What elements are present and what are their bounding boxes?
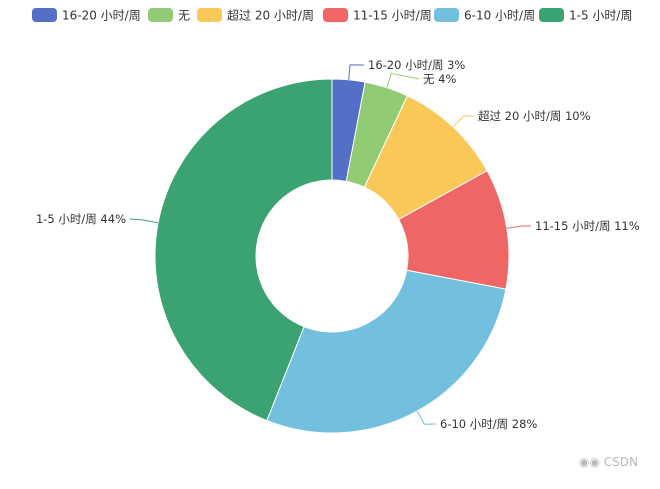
legend-swatch-11-15-3[interactable] (323, 8, 348, 22)
slice-label-11-15-3: 11-15 小时/周 11% (535, 219, 640, 233)
legend-label-20-2[interactable]: 超过 20 小时/周 (227, 8, 314, 23)
legend-swatch-16-20-0[interactable] (32, 8, 57, 22)
legend-swatch-item-1[interactable] (148, 8, 173, 22)
watermark-text: CSDN (603, 455, 638, 469)
leader-line-11-15-3 (506, 225, 532, 229)
chart-legend: 16-20 小时/周 无 超过 20 小时/周 11-15 小时/周 6-10 小时/周… (32, 8, 632, 23)
wechat-icon: ◉◉ (579, 455, 600, 469)
legend-swatch-6-10-4[interactable] (434, 8, 459, 22)
slice-label-1-5-5: 1-5 小时/周 44% (36, 212, 126, 226)
legend-label-item-1[interactable]: 无 (178, 9, 190, 23)
slice-label-16-20-0: 16-20 小时/周 3% (368, 58, 465, 72)
legend-label-6-10-4[interactable]: 6-10 小时/周 (464, 9, 535, 23)
slice-1-5-5[interactable] (154, 78, 333, 422)
label-leader-lines (129, 64, 532, 425)
legend-label-16-20-0[interactable]: 16-20 小时/周 (62, 9, 141, 23)
leader-line-16-20-0 (348, 64, 365, 80)
legend-label-1-5-5[interactable]: 1-5 小时/周 (569, 9, 632, 23)
legend-label-11-15-3[interactable]: 11-15 小时/周 (353, 9, 432, 23)
donut-slices (154, 78, 510, 434)
leader-line-6-10-4 (416, 410, 437, 425)
slice-label-item-1: 无 4% (423, 72, 456, 86)
leader-line-20-2 (452, 115, 475, 128)
slice-label-20-2: 超过 20 小时/周 10% (478, 109, 591, 123)
legend-swatch-1-5-5[interactable] (539, 8, 564, 22)
slice-label-6-10-4: 6-10 小时/周 28% (440, 417, 537, 431)
legend-swatch-20-2[interactable] (197, 8, 222, 22)
slice-labels: 16-20 小时/周 3%无 4% 超过 20 小时/周 10% 11-15 小时/… (36, 58, 640, 431)
leader-line-1-5-5 (129, 218, 159, 224)
leader-line-item-1 (386, 72, 420, 88)
slice-6-10-4[interactable] (266, 269, 507, 434)
watermark: ◉◉ CSDN (579, 455, 638, 469)
